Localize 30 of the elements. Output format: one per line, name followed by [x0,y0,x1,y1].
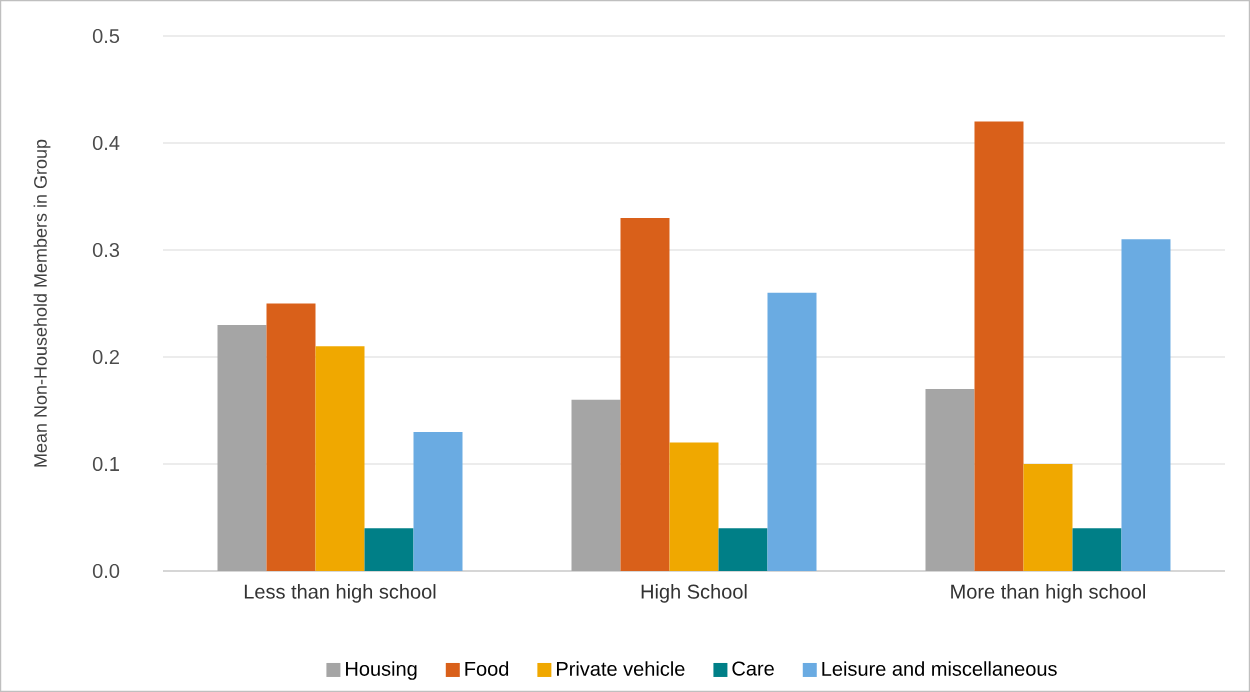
bar [1121,239,1171,571]
legend-label: Leisure and miscellaneous [822,661,1057,676]
y-tick-label: 0.3 [92,242,120,258]
x-tick-label: More than high school [951,584,1145,603]
bar [266,303,316,571]
bar [1023,463,1073,571]
legend-label: Private vehicle [557,661,685,676]
bar [718,528,768,571]
y-tick-label: 0.0 [92,563,120,579]
bar [767,292,817,571]
bar [925,389,975,571]
bar [974,121,1024,571]
x-tick-label: High School [641,584,747,603]
x-tick-label: Less than high school [244,584,436,603]
bar [669,442,719,571]
bar [1072,528,1122,571]
bar [620,217,670,571]
legend-label: Food [465,661,509,676]
legend-label: Housing [346,661,417,680]
bar [315,346,365,571]
y-tick-label: 0.1 [92,456,119,472]
y-tick-label: 0.4 [92,135,120,151]
legend-label: Care [732,661,774,676]
bar [217,324,267,571]
y-axis-title: Mean Non-Household Members in Group [33,139,51,467]
y-tick-label: 0.2 [92,349,119,365]
bar [364,528,414,571]
bar [413,431,463,571]
y-tick-label: 0.5 [92,28,120,44]
bar [571,399,621,571]
